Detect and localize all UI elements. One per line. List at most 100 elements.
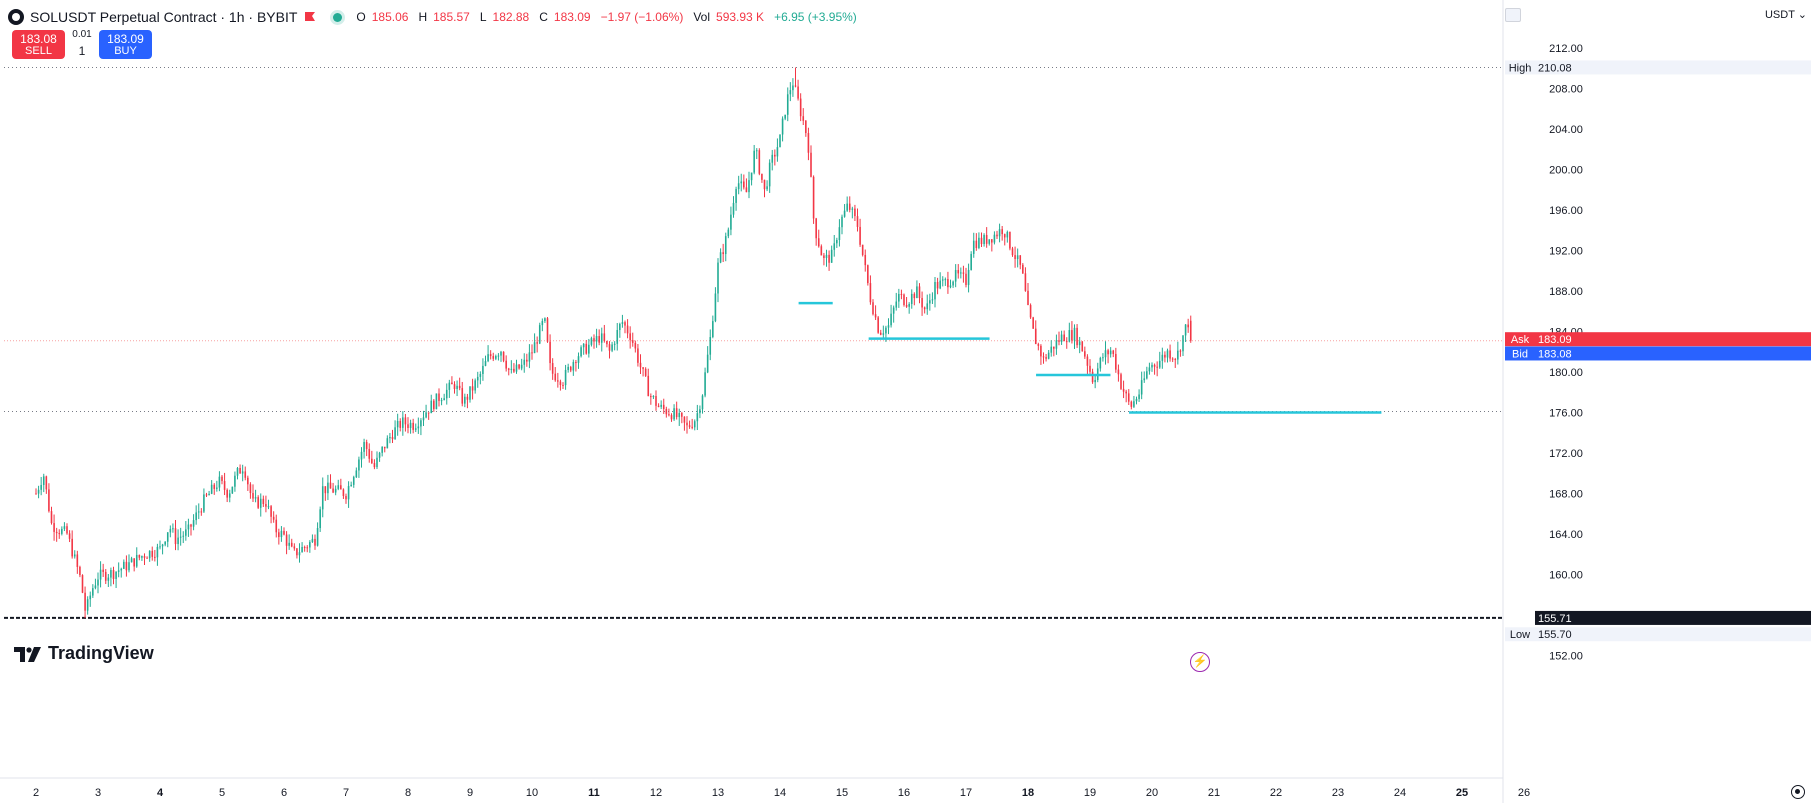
candle-body	[848, 203, 851, 210]
chart-title[interactable]: SOLUSDT Perpetual Contract · 1h · BYBIT	[30, 9, 298, 25]
candle-body	[650, 396, 652, 398]
candle-body	[1148, 367, 1151, 372]
candle-body	[792, 85, 794, 91]
candle-body	[482, 365, 484, 375]
candle-body	[218, 476, 221, 488]
candle-body	[1042, 356, 1045, 358]
candle-body	[704, 372, 706, 396]
candle-body	[851, 208, 854, 210]
candle-body	[257, 497, 259, 508]
candle-body	[569, 366, 572, 371]
candle-body	[373, 463, 376, 468]
candle-body	[185, 529, 187, 536]
time-tick-label: 18	[1022, 787, 1034, 799]
candle-body	[1065, 341, 1068, 343]
candle-body	[536, 342, 538, 344]
low-price-tag-bg	[1535, 627, 1811, 642]
candle-body	[975, 240, 978, 249]
market-status-icon[interactable]	[333, 12, 343, 22]
candle-body	[156, 546, 159, 558]
candle-body	[321, 486, 324, 510]
candle-body	[926, 303, 929, 310]
candle-body	[296, 548, 298, 556]
currency-dropdown[interactable]: USDT ⌄	[1764, 9, 1807, 21]
time-tick-label: 15	[836, 787, 848, 799]
sell-button[interactable]: 183.08 SELL	[12, 30, 65, 59]
buy-label: BUY	[114, 45, 137, 57]
candle-body	[740, 181, 743, 184]
ask-price-tag-bg	[1535, 332, 1811, 347]
candle-body	[1184, 324, 1187, 336]
candle-body	[768, 162, 771, 187]
candle-body	[520, 364, 523, 369]
time-tick-label: 22	[1270, 787, 1282, 799]
time-tick-label: 8	[405, 787, 411, 799]
time-tick-label: 23	[1332, 787, 1344, 799]
candle-body	[244, 471, 247, 478]
candle-body	[965, 273, 967, 285]
candle-body	[236, 467, 239, 476]
high-price-tag-key-bg	[1505, 60, 1535, 75]
candle-body	[79, 566, 81, 576]
candle-body	[290, 542, 293, 547]
candle-body	[812, 176, 815, 219]
buy-button[interactable]: 183.09 BUY	[99, 30, 152, 59]
candle-body	[766, 186, 768, 190]
candle-body	[887, 325, 890, 328]
candle-body	[998, 229, 1001, 237]
candle-body	[590, 338, 593, 345]
snapshot-icon[interactable]	[1505, 8, 1521, 22]
candle-body	[861, 244, 864, 255]
time-tick-label: 17	[960, 787, 972, 799]
quantity-field[interactable]: 0.01 1	[70, 28, 94, 58]
candle-body	[595, 336, 598, 342]
lightning-icon[interactable]: ⚡	[1190, 652, 1210, 672]
candle-body	[324, 486, 327, 494]
settings-icon[interactable]	[1791, 785, 1805, 799]
candle-body	[448, 382, 451, 390]
candle-body	[802, 116, 805, 121]
candle-body	[303, 547, 306, 549]
candle-body	[1022, 264, 1024, 274]
candle-body	[71, 538, 73, 557]
candle-body	[647, 375, 650, 397]
candle-body	[947, 279, 949, 288]
time-tick-label: 4	[157, 787, 164, 799]
candle-body	[598, 336, 600, 343]
candle-body	[575, 362, 577, 364]
candle-body	[616, 330, 619, 344]
candle-body	[208, 493, 210, 496]
price-tick-label: 204.00	[1549, 124, 1583, 136]
candle-body	[394, 427, 396, 440]
candle-body	[518, 364, 520, 369]
candle-body	[724, 236, 727, 255]
candle-body	[1130, 401, 1133, 407]
candle-body	[838, 227, 841, 241]
candle-body	[655, 396, 657, 406]
candle-body	[510, 368, 513, 370]
candle-body	[577, 356, 580, 363]
candle-body	[743, 181, 745, 188]
candle-body	[249, 484, 252, 494]
candle-body	[717, 262, 719, 294]
candle-body	[210, 484, 213, 494]
price-tick-label: 164.00	[1549, 529, 1583, 541]
candle-body	[735, 189, 737, 203]
candle-body	[412, 422, 414, 430]
candle-body	[908, 304, 910, 307]
candle-body	[551, 363, 554, 374]
candle-body	[464, 396, 466, 404]
candle-body	[187, 524, 190, 530]
candle-body	[559, 381, 562, 385]
candle-body	[402, 417, 404, 428]
flag-icon[interactable]	[303, 11, 317, 23]
candle-body	[567, 366, 569, 370]
tradingview-logo[interactable]: TradingView	[14, 643, 154, 664]
candle-body	[492, 356, 495, 359]
price-axis[interactable]	[1503, 0, 1811, 803]
candle-body	[381, 446, 383, 453]
candle-body	[309, 542, 311, 548]
candle-body	[1081, 341, 1084, 352]
